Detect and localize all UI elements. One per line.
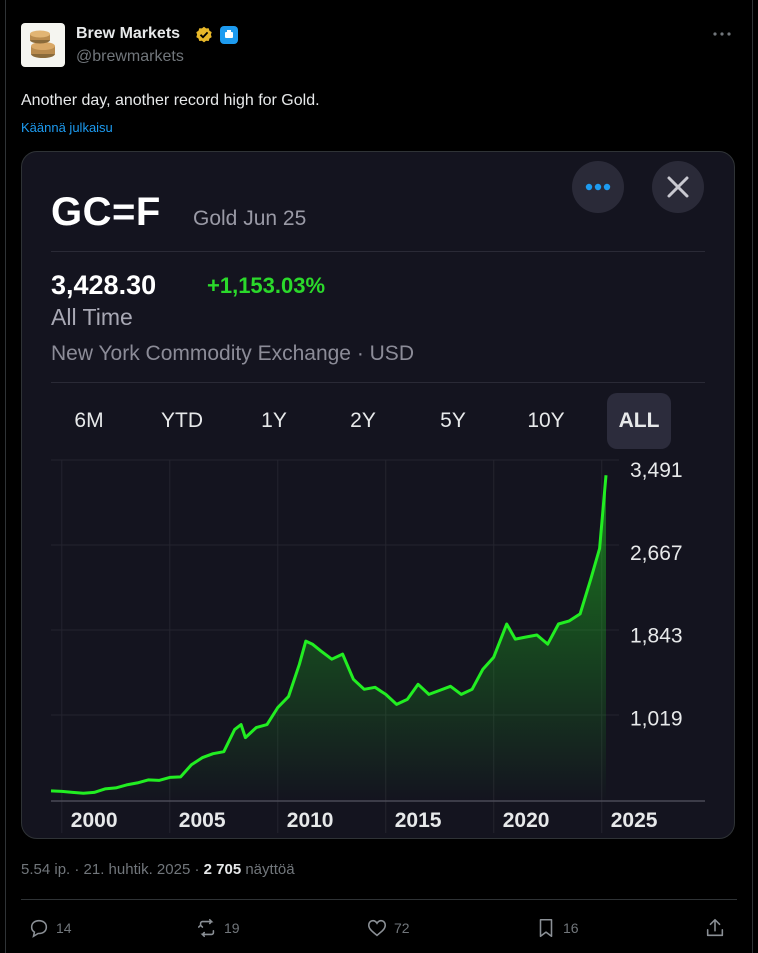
author-handle[interactable]: @brewmarkets — [76, 48, 184, 65]
divider — [21, 899, 737, 900]
y-tick-label: 2,667 — [630, 542, 683, 565]
y-tick-label: 1,843 — [630, 625, 683, 648]
post-time[interactable]: 5.54 ip. · 21. huhtik. 2025 · — [21, 861, 204, 878]
share-button[interactable] — [704, 916, 726, 940]
price-chart[interactable]: 3,491 2,667 1,843 1,019 2000 2005 2010 2015 202… — [22, 452, 734, 838]
quote-card[interactable]: GC=F Gold Jun 25 3,428.30 +1,153.03% All… — [21, 151, 735, 839]
x-tick-label: 2000 — [71, 809, 118, 832]
tab-all[interactable]: ALL — [607, 393, 671, 449]
reply-count: 14 — [56, 920, 72, 936]
share-icon — [706, 918, 724, 937]
x-tick-label: 2020 — [503, 809, 550, 832]
tab-5y[interactable]: 5Y — [440, 409, 466, 432]
view-count: 2 705 — [203, 861, 242, 878]
x-tick-label: 2010 — [287, 809, 334, 832]
y-tick-label: 1,019 — [630, 708, 683, 731]
tab-ytd[interactable]: YTD — [161, 409, 203, 432]
price-change: +1,153.03% — [207, 273, 326, 298]
author-name[interactable]: Brew Markets — [76, 25, 181, 42]
y-tick-label: 3,491 — [630, 459, 683, 482]
card-more-button[interactable] — [572, 161, 624, 213]
x-tick-label: 2005 — [179, 809, 226, 832]
price-value: 3,428.30 — [51, 270, 157, 300]
post-meta: 5.54 ip. · 21. huhtik. 2025 · 2 705 näyt… — [21, 861, 295, 878]
tab-2y[interactable]: 2Y — [350, 409, 376, 432]
tab-1y[interactable]: 1Y — [261, 409, 287, 432]
like-count: 72 — [394, 920, 410, 936]
bookmark-count: 16 — [563, 920, 579, 936]
view-label: näyttöä — [245, 861, 295, 878]
translate-link[interactable]: Käännä julkaisu — [21, 120, 113, 135]
bookmark-icon — [539, 918, 553, 938]
x-tick-label: 2025 — [611, 809, 658, 832]
dots-icon — [585, 183, 611, 191]
repost-button[interactable]: 19 — [196, 916, 240, 940]
ticker-symbol: GC=F — [51, 190, 161, 234]
price-line — [50, 475, 608, 795]
price-area — [51, 475, 606, 801]
reply-button[interactable]: 14 — [28, 916, 72, 940]
divider — [51, 251, 705, 252]
tab-6m[interactable]: 6M — [74, 409, 104, 432]
card-close-button[interactable] — [652, 161, 704, 213]
timeline-border-right — [752, 0, 753, 953]
tab-10y[interactable]: 10Y — [527, 409, 565, 432]
coins-logo-icon — [30, 30, 55, 58]
bookmark-button[interactable]: 16 — [535, 916, 579, 940]
timeline-border-left — [5, 0, 6, 953]
range-tabs: 6M YTD 1Y 2Y 5Y 10Y ALL — [51, 393, 705, 449]
period-label: All Time — [51, 304, 133, 330]
heart-icon — [367, 919, 387, 937]
tweet-text: Another day, another record high for Gol… — [21, 92, 320, 109]
repost-icon — [197, 918, 215, 938]
close-icon — [667, 176, 689, 198]
affiliate-badge-icon[interactable] — [220, 26, 238, 44]
exchange-label: New York Commodity Exchange · USD — [51, 342, 414, 365]
verified-badge-icon[interactable] — [195, 26, 213, 44]
x-tick-label: 2015 — [395, 809, 442, 832]
divider — [51, 382, 705, 383]
avatar[interactable] — [21, 23, 65, 67]
more-options-icon[interactable] — [712, 26, 732, 42]
contract-name: Gold Jun 25 — [193, 207, 307, 230]
repost-count: 19 — [224, 920, 240, 936]
reply-icon — [30, 919, 48, 938]
like-button[interactable]: 72 — [366, 916, 410, 940]
